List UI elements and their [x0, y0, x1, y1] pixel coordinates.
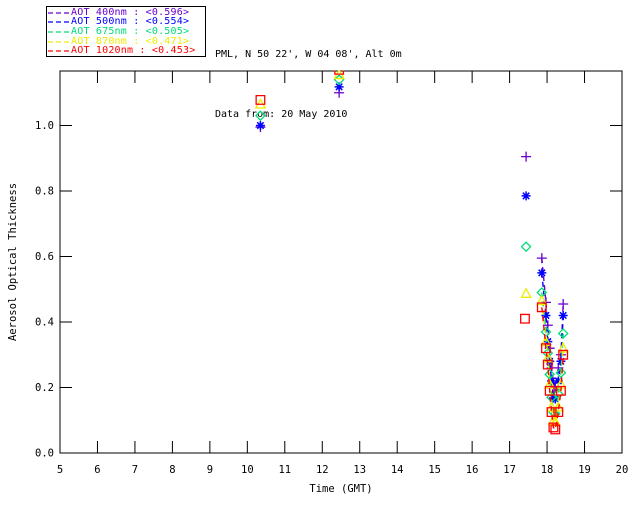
y-axis-tick-label: 0.0 — [35, 448, 54, 460]
x-axis-tick-label: 15 — [428, 464, 441, 476]
y-axis-tick-label: 0.6 — [35, 251, 54, 263]
legend-entry: AOT 400nm : <0.596> — [47, 6, 205, 18]
series-aot-400nm — [255, 87, 569, 393]
x-axis-tick-label: 14 — [391, 464, 404, 476]
legend-entry: AOT 1020nm : <0.453> — [47, 46, 205, 56]
legend-entry: AOT 870nm : <0.471> — [47, 35, 205, 47]
legend-entry-label: AOT 870nm : <0.471> — [71, 35, 190, 47]
y-axis-tick-label: 1.0 — [35, 120, 54, 132]
x-axis-tick-label: 19 — [578, 464, 591, 476]
series-aot-675nm — [255, 74, 569, 420]
legend-entry-label: AOT 675nm : <0.505> — [71, 25, 190, 37]
dashed-line-icon — [48, 50, 71, 52]
x-axis-tick-label: 6 — [94, 464, 100, 476]
asterisk-marker — [255, 82, 568, 404]
x-axis-tick-label: 10 — [241, 464, 254, 476]
legend: AOT 400nm : <0.596> AOT 500nm : <0.554> … — [46, 6, 206, 57]
x-axis-tick-label: 5 — [57, 464, 63, 476]
square-marker — [255, 70, 569, 435]
data-date: Data from: 20 May 2010 — [215, 109, 348, 120]
x-axis-tick-label: 7 — [132, 464, 138, 476]
series-aot-500nm — [255, 82, 568, 404]
y-axis-tick-label: 0.2 — [35, 382, 54, 394]
plot-frame — [59, 70, 623, 454]
x-axis-tick-label: 9 — [207, 464, 213, 476]
x-axis-tick-label: 8 — [169, 464, 175, 476]
dashed-line-icon — [48, 31, 71, 33]
dashed-line-icon — [48, 12, 71, 14]
x-axis-tick-label: 17 — [503, 464, 516, 476]
legend-entry-label: AOT 400nm : <0.596> — [71, 6, 190, 18]
x-axis-tick-label: 11 — [278, 464, 291, 476]
triangle-marker — [254, 70, 569, 427]
station-title: PML, N 50 22', W 04 08', Alt 0m — [215, 49, 402, 60]
legend-entry: AOT 675nm : <0.505> — [47, 25, 205, 37]
plus-marker — [255, 87, 569, 393]
x-axis-tick-label: 18 — [541, 464, 554, 476]
y-axis-tick-label: 0.4 — [35, 317, 54, 329]
x-axis-tick-label: 20 — [616, 464, 629, 476]
x-axis-title: Time (GMT) — [309, 483, 372, 495]
y-axis-tick-label: 0.8 — [35, 186, 54, 198]
series-line — [541, 307, 564, 431]
series-aot-870nm — [254, 70, 569, 427]
dashed-line-icon — [48, 21, 71, 23]
x-axis-tick-label: 12 — [316, 464, 329, 476]
dashed-line-icon — [48, 40, 71, 43]
x-axis-tick-label: 13 — [353, 464, 366, 476]
series-aot-1020nm — [255, 70, 569, 435]
legend-entry-label: AOT 500nm : <0.554> — [71, 16, 190, 28]
legend-entry: AOT 500nm : <0.554> — [47, 16, 205, 28]
y-axis-title: Aerosol Optical Thickness — [7, 183, 19, 341]
diamond-marker — [255, 74, 569, 420]
series-line — [541, 300, 564, 424]
x-axis-tick-label: 16 — [466, 464, 479, 476]
legend-entry-label: AOT 1020nm : <0.453> — [71, 45, 196, 57]
plot-header: PML, N 50 22', W 04 08', Alt 0m Data fro… — [215, 5, 402, 165]
